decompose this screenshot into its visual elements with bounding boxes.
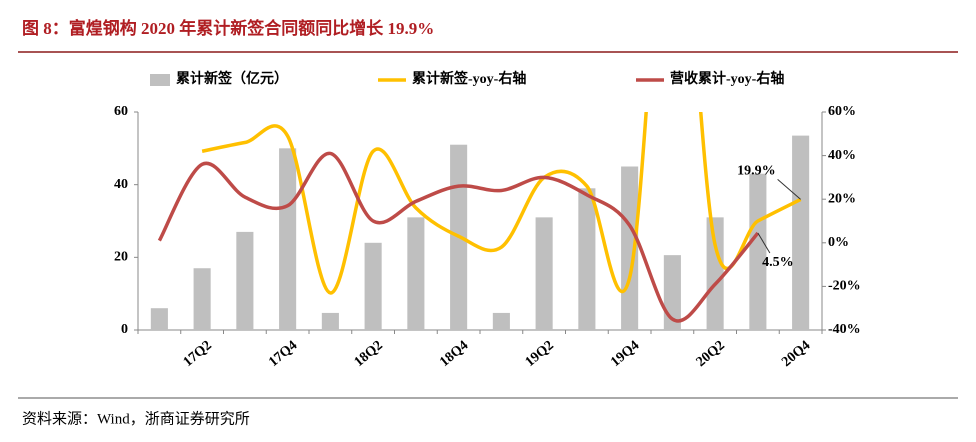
y-tick-label: 0 (121, 322, 128, 337)
legend-label: 累计新签-yoy-右轴 (412, 70, 526, 87)
bar (578, 188, 596, 330)
x-tick-label: 19Q4 (608, 338, 642, 370)
data-label: 4.5% (762, 255, 794, 270)
legend-swatch (150, 74, 170, 86)
bar (535, 217, 553, 330)
line (157, 151, 760, 323)
x-tick-label: 20Q2 (694, 338, 728, 370)
bar (279, 148, 297, 330)
bar (492, 312, 510, 330)
bar (150, 308, 168, 330)
leader-line (777, 179, 801, 200)
bar (236, 231, 254, 330)
bar (792, 135, 810, 330)
x-tick-label: 17Q2 (181, 338, 215, 370)
y2-tick-label: 0% (828, 235, 849, 250)
bar (749, 173, 767, 330)
source: 资料来源：Wind，浙商证券研究所 (22, 410, 250, 427)
bar (364, 242, 382, 330)
y-tick-label: 60 (114, 104, 128, 119)
x-tick-label: 20Q4 (779, 338, 813, 370)
bar (706, 217, 724, 330)
legend-label: 营收累计-yoy-右轴 (670, 70, 784, 87)
y2-tick-label: 40% (828, 148, 856, 163)
leader-line (757, 232, 771, 254)
y-tick-label: 20 (114, 250, 128, 265)
bar (321, 312, 339, 330)
x-tick-label: 17Q4 (266, 338, 300, 370)
bar (407, 217, 425, 330)
x-tick-label: 18Q2 (352, 338, 386, 370)
legend-label: 累计新签（亿元） (176, 70, 288, 87)
x-tick-label: 18Q4 (437, 338, 471, 370)
chart-title: 图 8：富煌钢构 2020 年累计新签合同额同比增长 19.9% (22, 18, 434, 38)
y-tick-label: 40 (114, 177, 128, 192)
x-tick-label: 19Q2 (523, 338, 557, 370)
y2-tick-label: 20% (828, 191, 856, 206)
y2-tick-label: -40% (828, 322, 861, 337)
y2-tick-label: -20% (828, 279, 861, 294)
bar (663, 255, 681, 330)
data-label: 19.9% (737, 164, 776, 179)
plot-area (150, 112, 810, 330)
y2-tick-label: 60% (828, 104, 856, 119)
bar (193, 268, 211, 330)
